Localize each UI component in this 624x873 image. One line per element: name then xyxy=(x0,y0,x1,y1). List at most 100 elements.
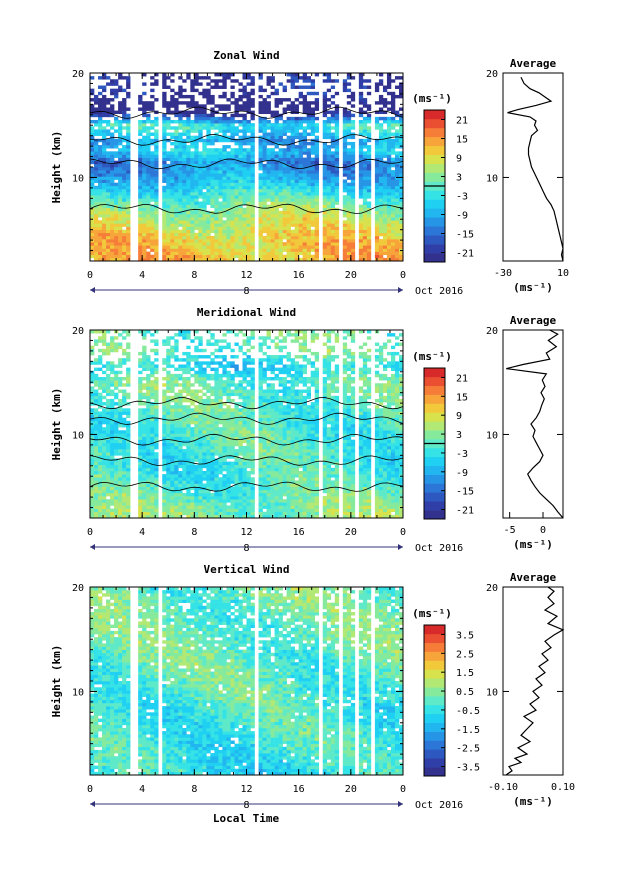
heatmap-cell xyxy=(242,151,247,155)
heatmap-cell xyxy=(98,113,103,118)
heatmap-cell xyxy=(346,151,352,155)
heatmap-cell xyxy=(322,245,328,249)
heatmap-cell xyxy=(170,505,175,509)
heatmap-cell xyxy=(362,129,368,133)
heatmap-cell xyxy=(94,257,99,262)
heatmap-cell xyxy=(126,452,131,456)
heatmap-cell xyxy=(90,477,95,481)
heatmap-cell xyxy=(330,170,336,174)
heatmap-cell xyxy=(350,201,356,205)
heatmap-cell xyxy=(150,185,155,190)
heatmap-cell xyxy=(102,499,107,503)
heatmap-cell xyxy=(270,210,275,215)
heatmap-cell xyxy=(394,207,400,212)
heatmap-cell xyxy=(146,176,151,180)
heatmap-cell xyxy=(174,195,179,199)
heatmap-cell xyxy=(170,198,175,202)
heatmap-cell xyxy=(170,135,175,140)
heatmap-cell xyxy=(258,242,263,246)
heatmap-cell xyxy=(398,82,404,86)
heatmap-cell xyxy=(230,242,235,246)
heatmap-cell xyxy=(146,214,151,218)
heatmap-cell xyxy=(98,358,103,362)
heatmap-cell xyxy=(98,207,103,212)
heatmap-cell xyxy=(302,198,307,202)
heatmap-cell xyxy=(166,204,171,209)
heatmap-cell xyxy=(194,173,199,177)
heatmap-cell xyxy=(210,235,215,240)
heatmap-cell xyxy=(174,182,179,187)
heatmap-cell xyxy=(166,226,171,230)
heatmap-cell xyxy=(126,135,131,140)
heatmap-cell xyxy=(166,502,171,506)
heatmap-cell xyxy=(174,474,179,478)
heatmap-cell xyxy=(174,223,179,227)
heatmap-cell xyxy=(266,132,271,136)
heatmap-cell xyxy=(214,182,219,187)
heatmap-cell xyxy=(122,223,127,227)
heatmap-cell xyxy=(278,98,283,102)
heatmap-cell xyxy=(94,433,99,437)
heatmap-cell xyxy=(146,141,151,146)
heatmap-cell xyxy=(282,132,287,136)
heatmap-cell xyxy=(238,135,243,140)
heatmap-cell xyxy=(178,85,183,89)
heatmap-cell xyxy=(102,492,107,497)
heatmap-cell xyxy=(154,151,159,155)
heatmap-cell xyxy=(298,126,303,130)
heatmap-cell xyxy=(210,245,215,249)
heatmap-cell xyxy=(166,492,171,497)
y-tick-label: 20 xyxy=(72,69,84,80)
heatmap-cell xyxy=(190,163,195,168)
profile-x-tick-label: -30 xyxy=(494,268,512,279)
heatmap-cell xyxy=(154,471,159,475)
heatmap-cell xyxy=(322,145,328,149)
heatmap-cell xyxy=(258,185,263,190)
heatmap-cell xyxy=(306,179,311,183)
heatmap-cell xyxy=(102,110,107,115)
colorbar-swatch xyxy=(424,154,445,164)
heatmap-cell xyxy=(110,104,115,108)
heatmap-cell xyxy=(350,229,356,234)
heatmap-cell xyxy=(242,157,247,162)
heatmap-cell xyxy=(298,154,303,158)
heatmap-cell xyxy=(366,170,372,174)
heatmap-cell xyxy=(298,91,303,96)
heatmap-cell xyxy=(346,220,352,224)
heatmap-cell xyxy=(342,167,348,171)
heatmap-cell xyxy=(346,232,352,237)
heatmap-cell xyxy=(394,232,400,237)
heatmap-cell xyxy=(382,220,388,224)
heatmap-cell xyxy=(386,229,392,234)
heatmap-cell xyxy=(90,424,95,428)
heatmap-cell xyxy=(106,217,111,221)
heatmap-cell xyxy=(166,173,171,177)
heatmap-cell xyxy=(366,132,372,136)
heatmap-cell xyxy=(302,195,307,199)
heatmap-cell xyxy=(102,192,107,196)
heatmap-cell xyxy=(174,201,179,205)
heatmap-cell xyxy=(102,229,107,234)
heatmap-cell xyxy=(170,483,175,487)
heatmap-cell xyxy=(362,176,368,180)
heatmap-cell xyxy=(90,148,95,152)
heatmap-cell xyxy=(258,217,263,221)
heatmap-cell xyxy=(374,245,380,249)
heatmap-cell xyxy=(198,217,203,221)
heatmap-cell xyxy=(334,170,340,174)
heatmap-cell xyxy=(330,188,336,193)
heatmap-cell xyxy=(206,138,211,143)
heatmap-cell xyxy=(98,76,103,80)
heatmap-cell xyxy=(110,160,115,165)
heatmap-cell xyxy=(174,511,179,516)
heatmap-cell xyxy=(218,242,223,246)
heatmap-cell xyxy=(194,110,199,115)
heatmap-cell xyxy=(150,499,155,503)
heatmap-cell xyxy=(182,170,187,174)
heatmap-cell xyxy=(314,232,320,237)
heatmap-cell xyxy=(322,154,328,158)
heatmap-cell xyxy=(122,195,127,199)
heatmap-cell xyxy=(138,430,143,434)
heatmap-cell xyxy=(190,192,195,196)
heatmap-cell xyxy=(106,145,111,149)
